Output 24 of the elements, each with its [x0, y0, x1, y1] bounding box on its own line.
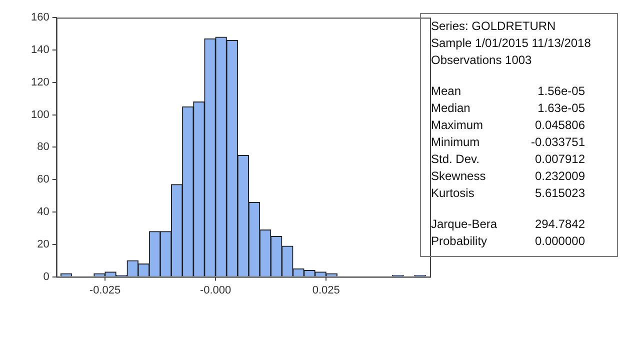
text: Median 1.63e-05 [431, 101, 585, 115]
y-tick-label: 0 [43, 270, 50, 283]
text: Sample 1/01/2015 11/13/2018 [431, 35, 592, 52]
y-tick-label: 120 [30, 76, 50, 88]
text: Kurtosis 5.615023 [431, 186, 585, 200]
y-tick-label: 20 [37, 238, 50, 250]
text: Maximum 0.045806 [431, 118, 585, 132]
y-tick-label: 160 [30, 12, 50, 24]
text: Mean 1.56e-05 [431, 84, 585, 98]
y-tick-label: 100 [30, 108, 50, 121]
text: Probability 0.000000 [431, 234, 585, 248]
text: Jarque-Bera 294.7842 [431, 217, 585, 231]
x-tick-label: 0.025 [312, 284, 340, 296]
y-tick-label: 140 [30, 44, 50, 56]
text: Observations 1003 [431, 52, 533, 69]
text: Skewness 0.232009 [431, 169, 585, 183]
y-tick-label: 40 [37, 206, 50, 218]
y-tick-label: 60 [37, 174, 50, 186]
x-tick-label: -0.000 [200, 284, 232, 296]
x-tick-label: -0.025 [89, 284, 121, 296]
y-tick-label: 80 [37, 141, 50, 154]
text: Minimum -0.033751 [431, 135, 585, 149]
text: Std. Dev. 0.007912 [431, 152, 585, 166]
text: Series: GOLDRETURN [431, 18, 557, 35]
